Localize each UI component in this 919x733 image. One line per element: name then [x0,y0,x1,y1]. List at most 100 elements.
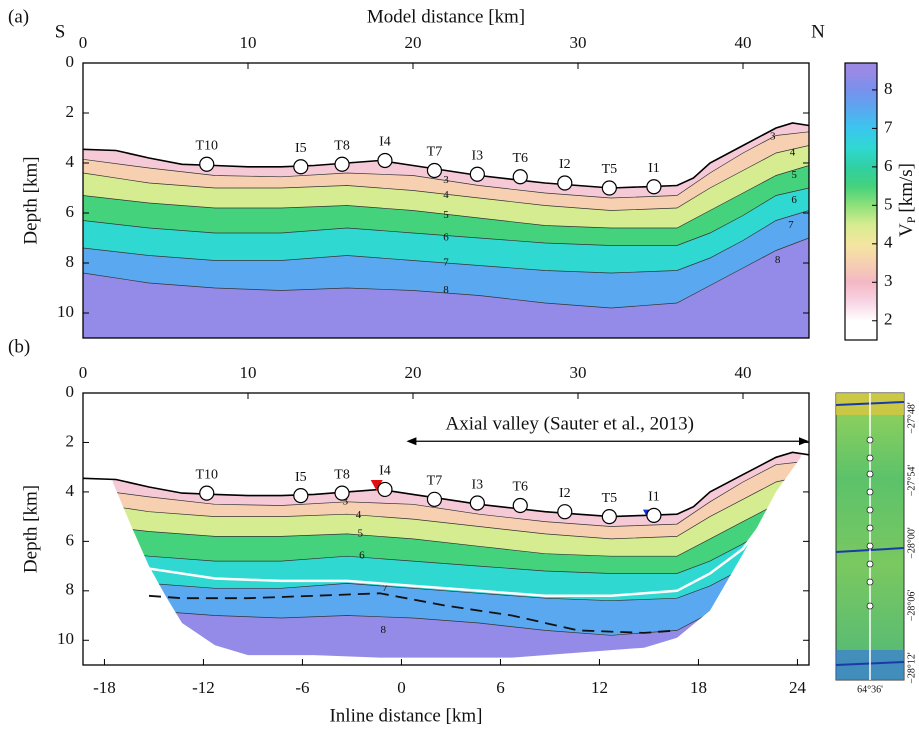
contour-label: 8 [381,624,387,636]
x-tick-label: 10 [240,363,257,382]
white-boundary [128,503,778,598]
velocity-band [83,238,809,338]
velocity-band [83,165,809,246]
station [557,504,573,520]
station [334,485,350,501]
colorbar-label-unit: [km/s] [896,163,917,213]
velocity-band [112,474,801,557]
contour-label: 5 [791,169,797,181]
station [377,481,393,498]
contour-label: 6 [443,232,449,244]
station [426,491,443,507]
x-tick-label: 30 [570,33,587,52]
inset-lon-label: 64°36' [857,684,883,695]
contour-label: 5 [443,209,449,221]
panel-label: (b) [8,336,30,357]
velocity-band [112,494,801,574]
station-label: I2 [559,157,571,172]
station-label: I3 [472,148,484,163]
station-label: T8 [334,467,350,482]
x2-tick-label: -18 [93,678,116,697]
station-label: I4 [379,135,391,150]
x-tick-label: 30 [570,363,587,382]
contour-line [83,165,809,229]
y-tick-label: 6 [66,530,75,549]
station [293,159,309,175]
colorbar-tick-label: 4 [884,233,893,252]
x-tick-label: 0 [79,363,88,382]
velocity-band [112,566,801,658]
station-label: T6 [512,151,528,166]
x2-tick-label: 24 [789,678,807,697]
velocity-field [112,452,801,658]
station [646,179,662,195]
contour-label: 7 [382,582,388,594]
y-tick-label: 4 [66,481,75,500]
contour-label: 3 [770,130,776,142]
contour-label: 6 [791,194,797,206]
x2-tick-label: 18 [690,678,707,697]
station-label: I1 [648,161,660,176]
y-tick-label: 2 [66,102,75,121]
contour-label: 8 [775,254,781,266]
inset-lat-label: −28°06' [906,590,917,622]
colorbar-tick-label: 6 [884,156,893,175]
station [646,507,662,524]
contour-line [83,210,809,274]
x-axis-label: Model distance [km] [367,6,525,27]
colorbar-tick-label: 7 [884,117,893,136]
colorbar-label-main: V [896,223,917,237]
contour-label: 3 [343,495,349,507]
arrow-head [406,437,417,446]
station [469,495,485,511]
x2-axis-label: Inline distance [km] [329,705,482,726]
contour-line [83,131,809,199]
station [557,175,573,191]
station-label: T7 [427,474,443,489]
station-label: T5 [602,491,618,506]
station-label: T10 [195,467,218,482]
x-tick-label: 20 [405,33,422,52]
contour-line [83,145,809,211]
inset-stations [866,436,874,610]
x-tick-label: 20 [405,363,422,382]
y-tick-label: 10 [57,302,74,321]
station-label: I5 [295,141,307,156]
contour-label: 3 [443,174,449,186]
velocity-band [112,538,801,636]
annotation-text: Axial valley (Sauter et al., 2013) [445,414,694,435]
contour-line [83,187,809,246]
station-label: I4 [379,464,391,479]
inset-map [835,392,905,681]
inset-lat-label: −27°48' [906,402,917,434]
contour-label: 4 [356,509,362,521]
station [426,162,443,179]
dashed-boundary [148,592,678,634]
station-label: T10 [195,138,218,153]
y-tick-label: 0 [66,382,75,401]
x2-tick-label: 12 [591,678,608,697]
station-label: I5 [295,470,307,485]
panel-label: (a) [8,6,29,27]
x-tick-label: 40 [735,33,752,52]
station-label: I2 [559,486,571,501]
contour-label: 4 [790,147,796,159]
contour-line [83,237,809,309]
station-label: T5 [602,162,618,177]
colorbar-tick-label: 3 [884,271,893,290]
station [601,180,617,196]
colorbar-tick-label: 2 [884,310,893,329]
inset-lat-label: −28°00' [906,527,917,559]
x-tick-label: 0 [79,33,88,52]
contour-label: 5 [357,527,363,539]
corner-label: S [55,21,66,42]
arrow-head [799,437,809,446]
y-tick-label: 6 [66,202,75,221]
colorbar-tick-label: 8 [884,79,893,98]
velocity-band [83,145,809,228]
contour-label: 4 [443,189,449,201]
y-tick-label: 4 [66,152,75,171]
station [334,156,350,172]
contour-line [112,494,801,557]
